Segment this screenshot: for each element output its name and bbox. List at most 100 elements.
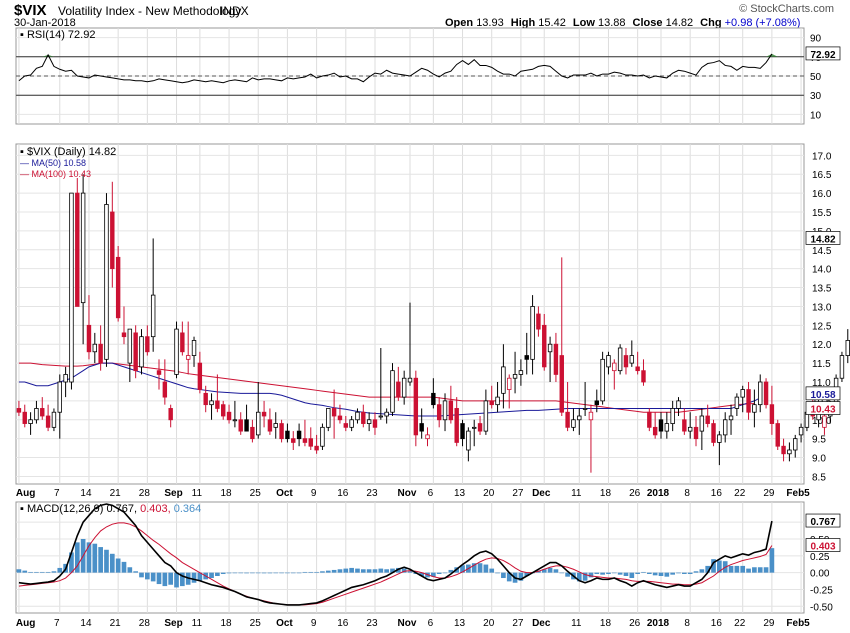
- macd-histogram-bar: [717, 560, 722, 573]
- candle-body: [401, 377, 407, 398]
- macd-histogram-bar: [343, 568, 349, 573]
- candle-body: [326, 408, 331, 428]
- candle-body: [775, 423, 780, 447]
- price-tick-label: 11.5: [812, 359, 831, 370]
- candle-body: [419, 423, 424, 432]
- macd-histogram-bar: [127, 567, 133, 573]
- macd-histogram-bar: [302, 571, 308, 573]
- macd-histogram-bar: [197, 572, 203, 581]
- candle-body: [582, 408, 588, 410]
- candle-body: [728, 415, 734, 421]
- candle-body: [734, 396, 740, 409]
- candle-body: [641, 370, 646, 383]
- macd-line: [18, 503, 773, 606]
- macd-histogram-bar: [477, 563, 483, 573]
- macd-histogram-bar: [600, 572, 605, 575]
- candle-body: [191, 340, 197, 356]
- x-tick-label: 27: [512, 618, 524, 629]
- candle-body: [752, 404, 757, 413]
- macd-histogram-bar: [74, 542, 80, 573]
- macd-histogram-bar: [215, 572, 220, 576]
- candle-body: [197, 362, 203, 390]
- candle-body: [314, 445, 319, 451]
- symbol: $VIX: [14, 2, 47, 19]
- candle-body: [658, 419, 664, 432]
- signal-value-label: 0.403: [810, 542, 835, 553]
- candle-body: [553, 343, 559, 375]
- ma50-value-label-box: [805, 386, 841, 401]
- macd-histogram-bar: [180, 572, 185, 587]
- macd-histogram-bar: [109, 553, 115, 573]
- x-tick-label: 21: [110, 488, 122, 499]
- macd-histogram-bar: [611, 572, 617, 574]
- macd-histogram-bar: [22, 570, 28, 573]
- candle-body: [390, 370, 395, 413]
- macd-histogram-bar: [255, 572, 261, 574]
- candle-body: [530, 306, 535, 360]
- macd-histogram-bar: [623, 572, 629, 576]
- signal-value-label-box: [805, 538, 841, 552]
- x-tick-label: 22: [734, 618, 746, 629]
- macd-histogram-bar: [442, 572, 448, 574]
- price-tick-label: 14.5: [812, 246, 832, 257]
- macd-histogram-bar: [711, 559, 716, 573]
- candle-body: [308, 438, 313, 447]
- candle-body: [22, 411, 27, 424]
- candle-body: [518, 370, 524, 375]
- macd-histogram-bar: [646, 572, 652, 574]
- macd-histogram-bar: [191, 572, 197, 583]
- candle-body: [296, 430, 302, 440]
- macd-histogram-bar: [401, 568, 407, 573]
- last-close-label: 14.82: [810, 234, 835, 245]
- candle-body: [477, 423, 483, 432]
- price-legend: ▪ $VIX (Daily) 14.82: [20, 146, 116, 158]
- macd-histogram-bar: [547, 567, 553, 573]
- low-label: Low: [572, 17, 595, 29]
- macd-tick-label: 0.25: [810, 552, 830, 563]
- macd-histogram-bar: [670, 572, 676, 575]
- security-name: Volatility Index - New Methodology: [58, 4, 242, 18]
- candle-body: [693, 426, 699, 440]
- macd-histogram-bar: [483, 564, 489, 573]
- macd-histogram-bar: [168, 572, 174, 585]
- watermark: © StockCharts.com: [739, 3, 834, 15]
- price-tick-label: 17.0: [812, 151, 832, 162]
- candle-body: [226, 411, 232, 421]
- candle-body: [413, 377, 419, 436]
- macd-histogram-bar: [757, 567, 763, 573]
- macd-histogram-bar: [471, 563, 477, 573]
- macd-histogram-bar: [115, 558, 121, 573]
- price-tick-label: 8.5: [812, 472, 826, 483]
- macd-histogram-bar: [285, 572, 290, 574]
- ma50-legend: — MA(50) 10.58: [20, 158, 86, 168]
- macd-histogram-bar: [687, 572, 693, 574]
- candle-body: [273, 423, 278, 428]
- candle-body: [489, 400, 494, 406]
- macd-legend-main: ▪ MACD(12,26,9): [20, 503, 106, 515]
- x-tick-label: 13: [454, 488, 466, 499]
- candle-body: [168, 408, 173, 421]
- candle-body: [320, 426, 325, 447]
- macd-histogram-bar: [267, 572, 273, 574]
- x-tick-label: Sep: [164, 488, 182, 499]
- candle-body: [349, 419, 354, 428]
- candle-body: [86, 324, 92, 353]
- candle-body: [104, 204, 109, 360]
- candle-body: [512, 374, 518, 379]
- candle-body: [407, 377, 413, 383]
- macd-histogram-bar: [734, 565, 740, 573]
- rsi-tick-label: 50: [810, 72, 822, 83]
- x-tick-label: Oct: [276, 618, 293, 629]
- x-tick-label: 6: [428, 488, 434, 499]
- price-tick-label: 13.5: [812, 284, 832, 295]
- candle-body: [115, 256, 121, 319]
- macd-histogram-bar: [506, 572, 512, 582]
- candle-body: [232, 419, 238, 422]
- x-tick-label: 11: [192, 618, 203, 629]
- price-tick-label: 11.0: [812, 378, 831, 389]
- candle-body: [565, 411, 570, 428]
- x-tick-label: 11: [571, 488, 582, 499]
- candle-body: [758, 381, 763, 406]
- candle-body: [261, 411, 267, 417]
- x-tick-label: 7: [54, 618, 60, 629]
